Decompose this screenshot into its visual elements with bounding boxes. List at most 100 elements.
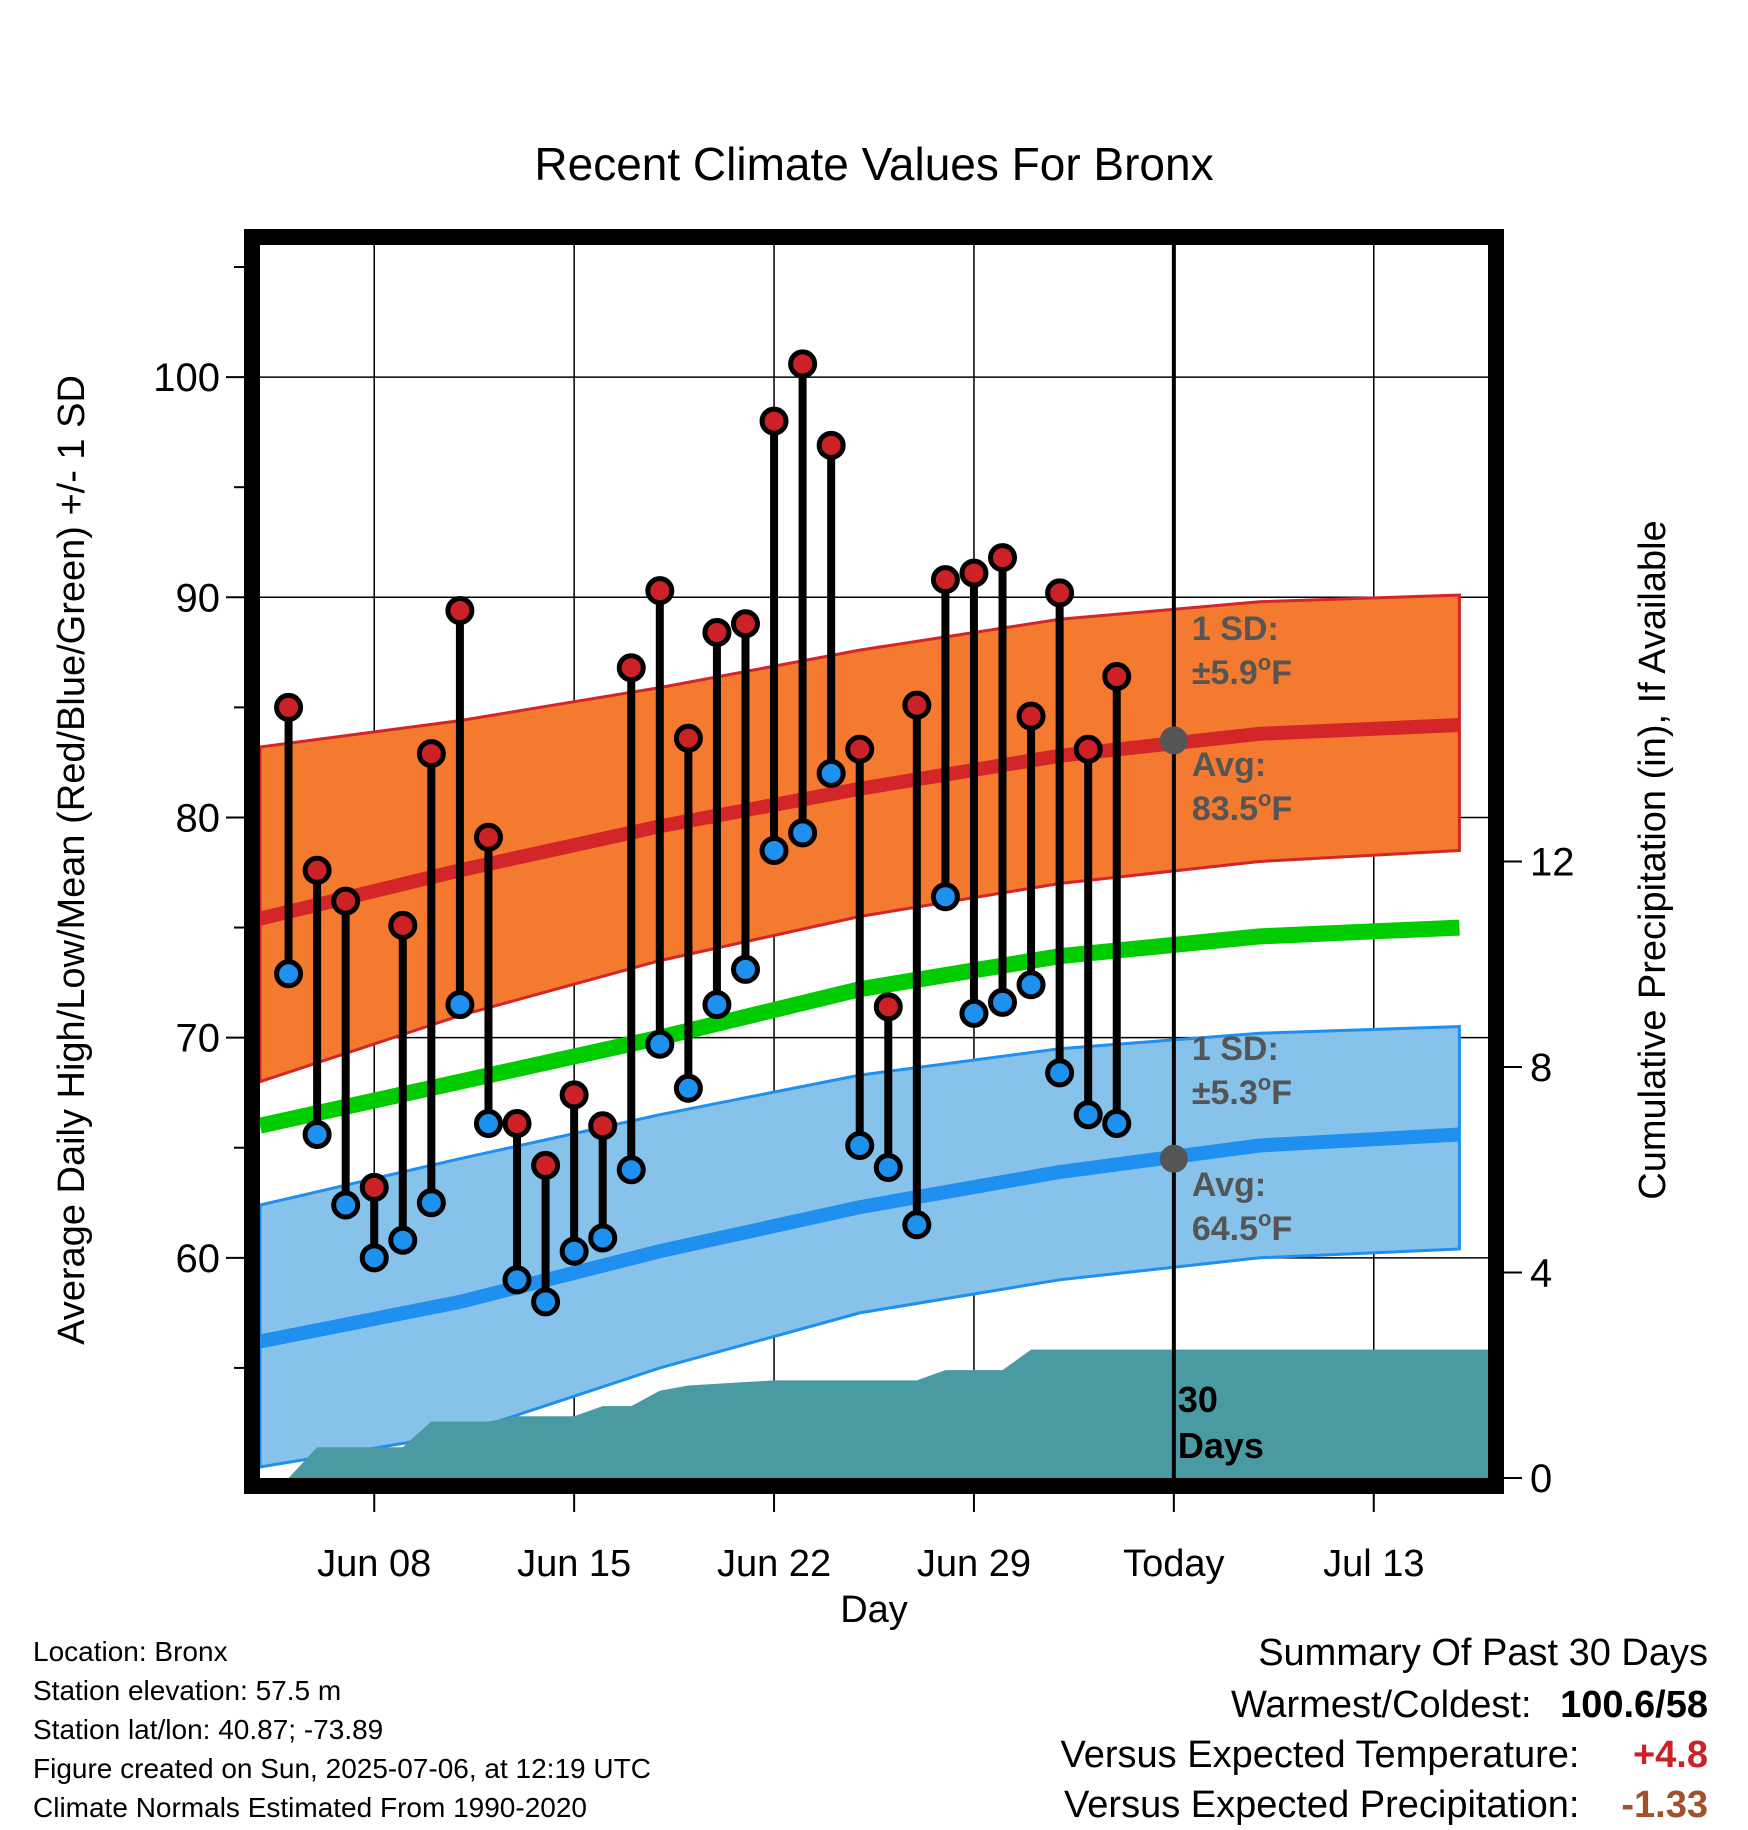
y2-axis-ticks — [1504, 860, 1522, 1479]
daily-low-point — [445, 990, 475, 1020]
x-tick-label: Jul 13 — [1323, 1543, 1424, 1585]
daily-high-point — [930, 565, 960, 595]
daily-high-point — [473, 822, 503, 852]
x-tick-label: Jun 29 — [917, 1543, 1031, 1585]
daily-high-point — [388, 910, 418, 940]
daily-high-point — [959, 558, 989, 588]
x-axis-label: Day — [840, 1589, 908, 1631]
daily-low-point — [959, 998, 989, 1028]
daily-low-point — [988, 987, 1018, 1017]
daily-high-point — [502, 1109, 532, 1139]
summary-title: Summary Of Past 30 Days — [1258, 1632, 1708, 1674]
plot-frame — [244, 229, 1504, 1494]
daily-low-point — [816, 758, 846, 788]
latlon-text: Station lat/lon: 40.87; -73.89 — [33, 1714, 384, 1745]
y-tick-label: 80 — [176, 796, 221, 840]
daily-high-point — [331, 886, 361, 916]
y2-tick-label: 12 — [1530, 841, 1575, 885]
precip-area — [260, 1349, 1488, 1478]
daily-low-point — [559, 1236, 589, 1266]
daily-high-point — [302, 855, 332, 885]
daily-low-point — [1016, 970, 1046, 1000]
plot-interior — [260, 0, 1488, 1478]
summary-panel: Summary Of Past 30 Days Warmest/Coldest:… — [1061, 1626, 1708, 1830]
low-avg-label: Avg: — [1192, 1166, 1266, 1204]
daily-low-point — [473, 1109, 503, 1139]
daily-low-point — [873, 1153, 903, 1183]
precip-anomaly-row: Versus Expected Precipitation: -1.33 — [1061, 1780, 1708, 1830]
y2-tick-label: 8 — [1530, 1046, 1552, 1090]
daily-low-point — [702, 990, 732, 1020]
daily-low-point — [673, 1073, 703, 1103]
temp-anomaly-label: Versus Expected Temperature: — [1060, 1734, 1580, 1776]
y2-axis-label: Cumulative Precipitation (in), If Availa… — [1632, 520, 1674, 1199]
low-sd-band — [260, 1025, 1461, 1469]
daily-high-point — [1102, 662, 1132, 692]
daily-low-point — [274, 959, 304, 989]
temp-anomaly-row: Versus Expected Temperature: +4.8 — [1061, 1730, 1708, 1780]
warm-cold-label: Warmest/Coldest: — [1230, 1684, 1532, 1726]
daily-low-point — [531, 1287, 561, 1317]
days-text-label: Days — [1178, 1425, 1264, 1466]
daily-high-point — [1133, 0, 1157, 12]
daily-low-point — [1045, 1058, 1075, 1088]
y-tick-label: 70 — [176, 1017, 221, 1061]
x-tick-label: Today — [1123, 1543, 1224, 1585]
daily-low-point — [616, 1155, 646, 1185]
daily-high-point — [788, 349, 818, 379]
daily-high-point — [416, 739, 446, 769]
avg-low-line — [260, 1127, 1460, 1349]
low-avg-value: 64.5oF — [1192, 1206, 1292, 1248]
daily-high-point — [673, 723, 703, 753]
precip-anomaly-label: Versus Expected Precipitation: — [1064, 1784, 1580, 1826]
high-sd-value: ±5.9oF — [1192, 650, 1292, 692]
location-text: Location: Bronx — [33, 1636, 228, 1667]
temp-anomaly-value: +4.8 — [1632, 1734, 1708, 1776]
daily-high-point — [845, 734, 875, 764]
daily-high-point — [359, 1172, 389, 1202]
daily-low-point — [759, 835, 789, 865]
y-axis-ticks — [226, 266, 244, 1369]
daily-high-point — [1045, 578, 1075, 608]
warm-cold-row: Warmest/Coldest: 100.6/58 — [1061, 1680, 1708, 1730]
high-avg-value: 83.5oF — [1192, 786, 1292, 828]
daily-high-point — [274, 692, 304, 722]
normals-text: Climate Normals Estimated From 1990-2020 — [33, 1792, 587, 1823]
daily-low-point — [588, 1223, 618, 1253]
chart-title: Recent Climate Values For Bronx — [534, 138, 1213, 190]
low-sd-value: ±5.3oF — [1192, 1070, 1292, 1112]
daily-low-point — [930, 882, 960, 912]
daily-high-point — [702, 618, 732, 648]
daily-high-point — [873, 992, 903, 1022]
daily-high-point — [559, 1080, 589, 1110]
x-tick-label: Jun 15 — [517, 1543, 631, 1585]
daily-high-point — [1073, 734, 1103, 764]
daily-low-point — [730, 954, 760, 984]
daily-high-point — [645, 576, 675, 606]
x-axis-ticks — [373, 1494, 1375, 1512]
daily-low-point — [302, 1120, 332, 1150]
daily-high-point — [588, 1111, 618, 1141]
daily-low-point — [502, 1265, 532, 1295]
daily-low-point — [1133, 0, 1157, 12]
y-tick-label: 100 — [153, 356, 220, 400]
days-number-label: 30 — [1178, 1379, 1218, 1420]
daily-low-point — [388, 1225, 418, 1255]
daily-low-point — [645, 1029, 675, 1059]
y-tick-label: 60 — [176, 1237, 221, 1281]
daily-low-point — [902, 1210, 932, 1240]
y-tick-label: 90 — [176, 576, 221, 620]
x-tick-label: Jun 22 — [717, 1543, 831, 1585]
daily-high-point — [759, 406, 789, 436]
y-axis-label: Average Daily High/Low/Mean (Red/Blue/Gr… — [51, 375, 93, 1345]
daily-high-point — [730, 609, 760, 639]
daily-high-point — [445, 595, 475, 625]
daily-low-point — [1073, 1100, 1103, 1130]
high-sd-label: 1 SD: — [1192, 610, 1279, 648]
high-avg-label: Avg: — [1192, 746, 1266, 784]
daily-low-point — [416, 1188, 446, 1218]
today-low-avg-marker — [1159, 1144, 1188, 1173]
created-text: Figure created on Sun, 2025-07-06, at 12… — [33, 1753, 651, 1784]
x-tick-label: Jun 08 — [317, 1543, 431, 1585]
